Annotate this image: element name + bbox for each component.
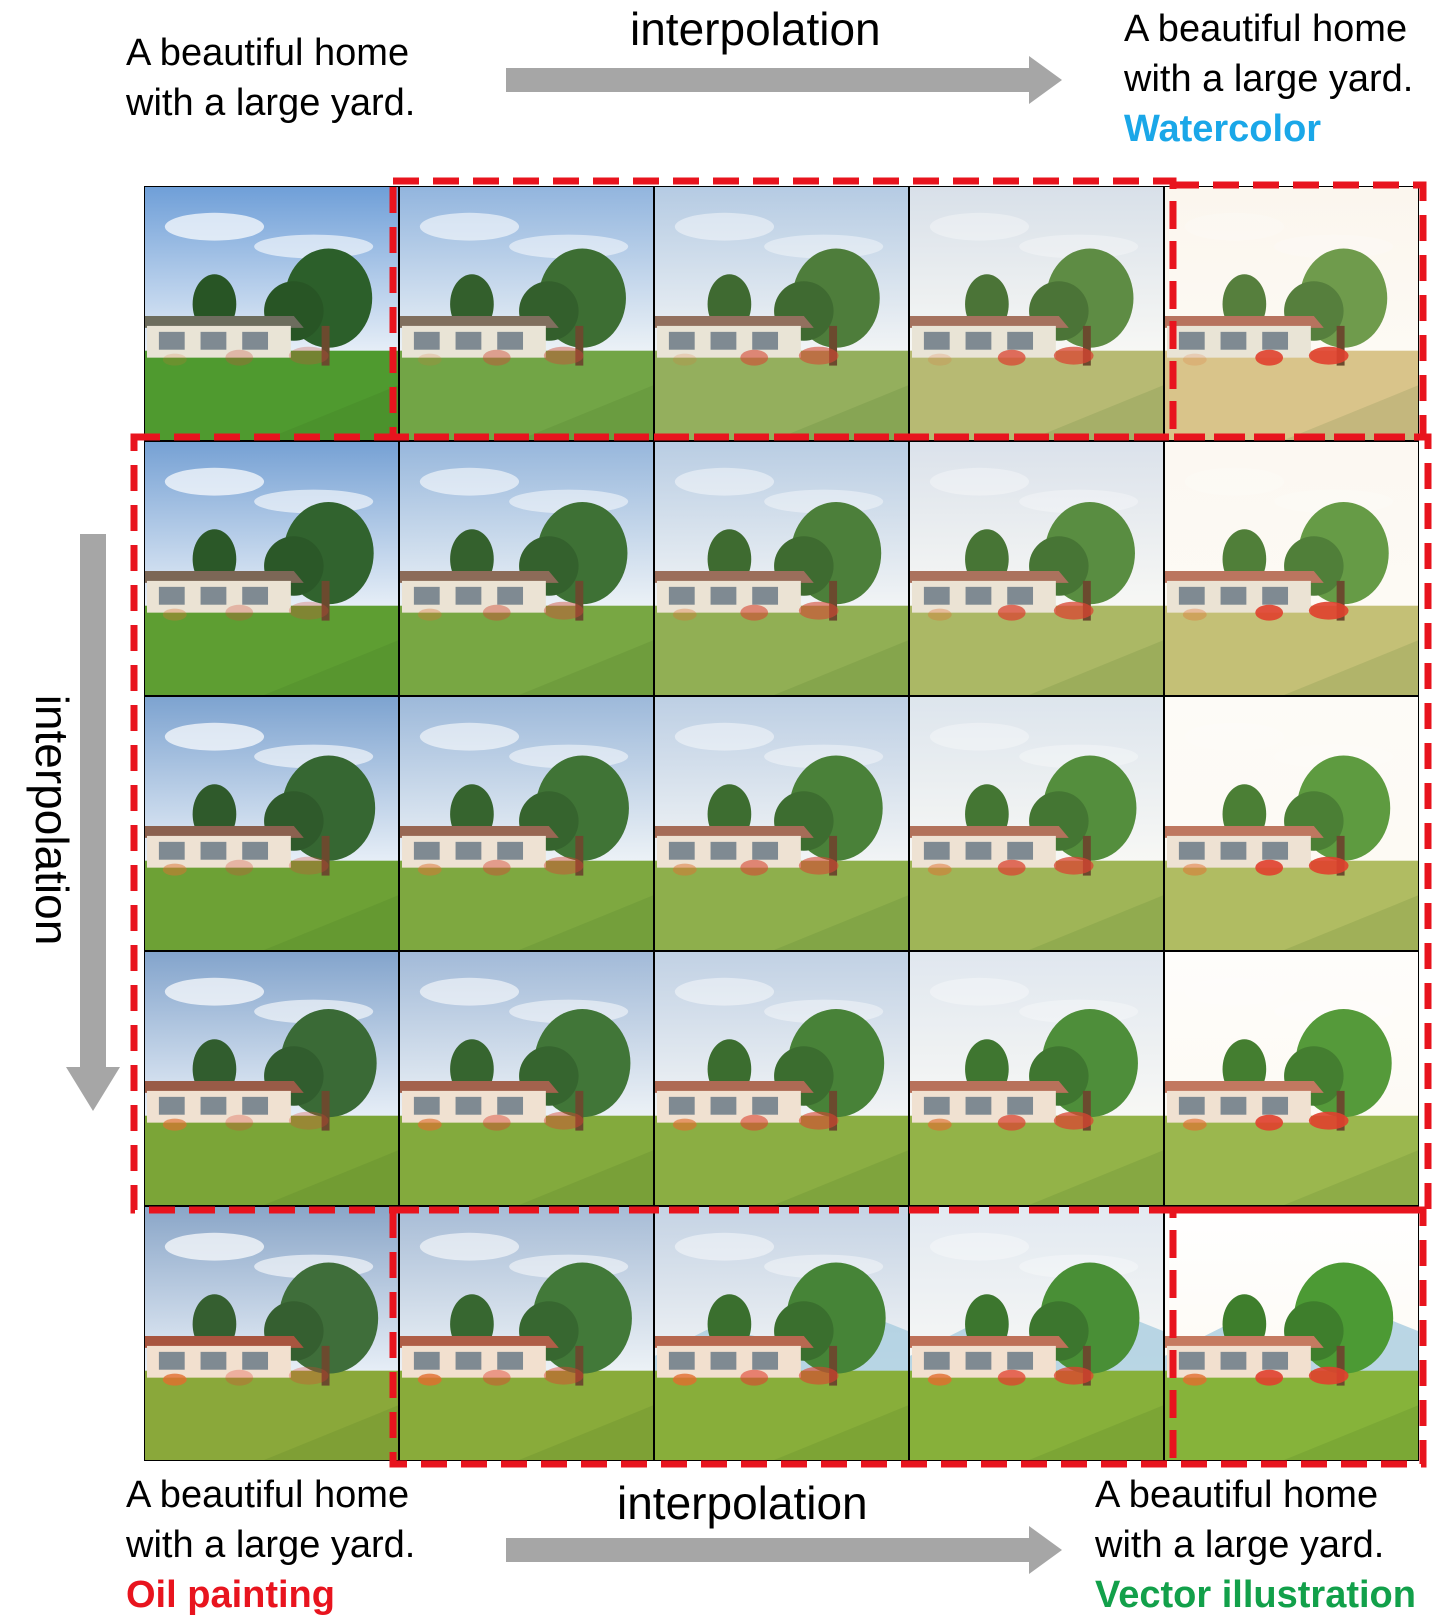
scene-image: [400, 442, 653, 695]
caption-top-left: A beautiful home with a large yard.: [126, 28, 415, 128]
generated-image-cell: [909, 441, 1164, 696]
scene-image: [145, 187, 398, 440]
bottom-arrow-right-icon: [506, 1526, 1062, 1574]
caption-top-right-line1: A beautiful home: [1124, 8, 1408, 50]
generated-image-cell: [909, 696, 1164, 951]
caption-bottom-right: A beautiful home with a large yard. Vect…: [1095, 1470, 1416, 1620]
caption-bottom-right-line2: with a large yard.: [1095, 1524, 1385, 1566]
caption-bottom-right-style: Vector illustration: [1095, 1574, 1416, 1616]
left-arrow-down-icon: [66, 534, 120, 1111]
scene-image: [400, 697, 653, 950]
scene-image: [1165, 952, 1418, 1205]
caption-top-right-line2: with a large yard.: [1124, 58, 1414, 100]
caption-bottom-right-line1: A beautiful home: [1095, 1474, 1379, 1516]
top-arrow-label: interpolation: [630, 3, 881, 55]
generated-image-cell: [654, 696, 909, 951]
scene-image: [910, 697, 1163, 950]
generated-image-cell: [399, 696, 654, 951]
generated-image-cell: [399, 441, 654, 696]
scene-image: [910, 442, 1163, 695]
top-arrow-right-icon: [506, 56, 1062, 104]
scene-image: [1165, 442, 1418, 695]
scene-image: [910, 1207, 1163, 1460]
scene-image: [145, 697, 398, 950]
image-grid: [144, 186, 1419, 1461]
generated-image-cell: [654, 441, 909, 696]
generated-image-cell: [654, 186, 909, 441]
scene-image: [655, 187, 908, 440]
scene-image: [1165, 1207, 1418, 1460]
scene-image: [655, 1207, 908, 1460]
generated-image-cell: [144, 696, 399, 951]
generated-image-cell: [1164, 186, 1419, 441]
scene-image: [655, 442, 908, 695]
generated-image-cell: [1164, 1206, 1419, 1461]
caption-top-right-style: Watercolor: [1124, 108, 1322, 150]
generated-image-cell: [909, 186, 1164, 441]
generated-image-cell: [1164, 696, 1419, 951]
caption-bottom-left-line1: A beautiful home: [126, 1474, 410, 1516]
scene-image: [1165, 187, 1418, 440]
scene-image: [1165, 697, 1418, 950]
generated-image-cell: [144, 186, 399, 441]
scene-image: [400, 1207, 653, 1460]
generated-image-cell: [399, 1206, 654, 1461]
caption-bottom-left-line2: with a large yard.: [126, 1524, 416, 1566]
scene-image: [145, 952, 398, 1205]
caption-top-left-line2: with a large yard.: [126, 82, 416, 124]
generated-image-cell: [399, 186, 654, 441]
caption-top-right: A beautiful home with a large yard. Wate…: [1124, 4, 1413, 154]
generated-image-cell: [654, 951, 909, 1206]
caption-bottom-left-style: Oil painting: [126, 1574, 335, 1616]
generated-image-cell: [144, 441, 399, 696]
scene-image: [145, 442, 398, 695]
generated-image-cell: [909, 951, 1164, 1206]
caption-bottom-left: A beautiful home with a large yard. Oil …: [126, 1470, 415, 1620]
generated-image-cell: [144, 1206, 399, 1461]
scene-image: [910, 187, 1163, 440]
bottom-arrow-label: interpolation: [617, 1477, 868, 1529]
scene-image: [400, 952, 653, 1205]
scene-image: [655, 952, 908, 1205]
scene-image: [400, 187, 653, 440]
scene-image: [145, 1207, 398, 1460]
generated-image-cell: [399, 951, 654, 1206]
generated-image-cell: [1164, 951, 1419, 1206]
generated-image-cell: [144, 951, 399, 1206]
caption-top-left-line1: A beautiful home: [126, 32, 410, 74]
generated-image-cell: [909, 1206, 1164, 1461]
scene-image: [655, 697, 908, 950]
generated-image-cell: [654, 1206, 909, 1461]
generated-image-cell: [1164, 441, 1419, 696]
scene-image: [910, 952, 1163, 1205]
